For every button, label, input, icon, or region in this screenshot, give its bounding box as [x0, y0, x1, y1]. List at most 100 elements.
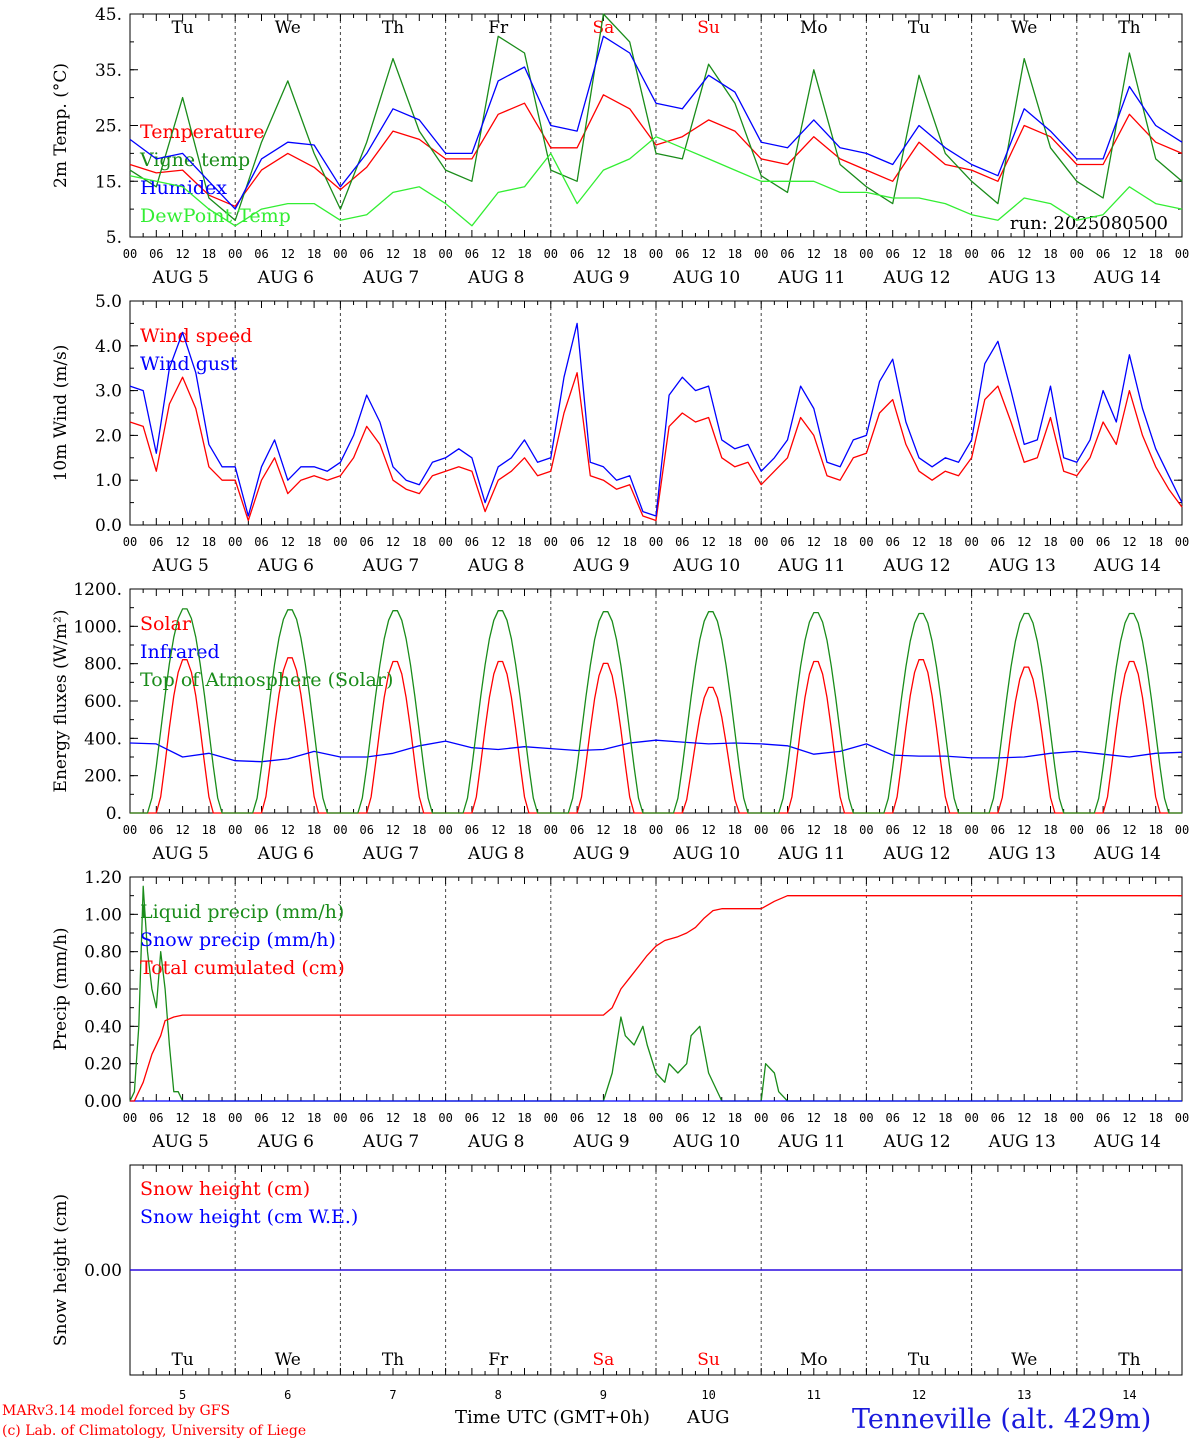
weekday-label: Mo [800, 18, 828, 38]
y-tick-label: 1000. [73, 617, 122, 637]
y-tick-label: 3.0 [95, 382, 122, 402]
hour-tick-label: 00 [859, 1111, 873, 1125]
hour-tick-label: 06 [675, 247, 689, 261]
date-label: AUG 9 [572, 844, 629, 864]
weekday-label: Sa [593, 1350, 615, 1370]
hour-tick-label: 18 [307, 823, 321, 837]
hour-tick-label: 18 [833, 1111, 847, 1125]
hour-tick-label: 00 [1070, 247, 1084, 261]
hour-tick-label: 00 [123, 1111, 137, 1125]
date-label: AUG 5 [151, 1132, 208, 1152]
hour-tick-label: 00 [333, 823, 347, 837]
weekday-label: Tu [908, 18, 930, 38]
hour-tick-label: 00 [1070, 1111, 1084, 1125]
date-label: AUG 14 [1093, 556, 1161, 576]
hour-tick-label: 18 [517, 1111, 531, 1125]
y-tick-label: 2.0 [95, 426, 122, 446]
hour-tick-label: 00 [1175, 535, 1189, 549]
hour-tick-label: 18 [622, 1111, 636, 1125]
hour-tick-label: 06 [780, 247, 794, 261]
hour-tick-label: 06 [254, 1111, 268, 1125]
hour-tick-label: 12 [281, 1111, 295, 1125]
weekday-label: Tu [171, 1350, 193, 1370]
hour-tick-label: 12 [1017, 1111, 1031, 1125]
day-number-label: 7 [389, 1388, 396, 1402]
hour-tick-label: 12 [807, 823, 821, 837]
hour-tick-label: 18 [412, 823, 426, 837]
hour-tick-label: 06 [570, 1111, 584, 1125]
hour-tick-label: 06 [1096, 247, 1110, 261]
hour-tick-label: 06 [991, 535, 1005, 549]
date-label: AUG 11 [777, 1132, 845, 1152]
day-number-label: 6 [284, 1388, 291, 1402]
hour-tick-label: 06 [675, 535, 689, 549]
y-tick-label: 400. [84, 729, 122, 749]
hour-tick-label: 06 [570, 247, 584, 261]
hour-tick-label: 06 [359, 823, 373, 837]
weekday-label: Fr [488, 1350, 509, 1370]
hour-tick-label: 06 [780, 1111, 794, 1125]
date-label: AUG 12 [882, 844, 950, 864]
y-axis-label: Precip (mm/h) [51, 927, 71, 1050]
hour-tick-label: 06 [991, 247, 1005, 261]
date-label: AUG 5 [151, 844, 208, 864]
hour-tick-label: 12 [596, 247, 610, 261]
y-tick-label: 0.40 [84, 1017, 122, 1037]
hour-tick-label: 06 [149, 247, 163, 261]
hour-tick-label: 06 [254, 823, 268, 837]
hour-tick-label: 18 [307, 247, 321, 261]
legend-wind-gust: Wind gust [140, 353, 238, 375]
series-line-total-cumulated-cm [130, 895, 1182, 1102]
legend-temperature: Temperature [140, 121, 264, 143]
weekday-label: Tu [908, 1350, 930, 1370]
lab-credit: (c) Lab. of Climatology, University of L… [2, 1423, 306, 1439]
hour-tick-label: 18 [202, 247, 216, 261]
day-number-label: 5 [179, 1388, 186, 1402]
hour-tick-label: 18 [833, 247, 847, 261]
legend-snow-height-cm: Snow height (cm) [140, 1178, 310, 1200]
panels-group: 45. 35. 25. 15. 5. 2m Temp. (°C) 00 06 12 18 AUG 5… [51, 5, 1189, 1402]
hour-tick-label: 18 [938, 247, 952, 261]
hour-tick-label: 06 [465, 1111, 479, 1125]
y-tick-label: 1.0 [95, 471, 122, 491]
date-label: AUG 10 [672, 844, 740, 864]
hour-tick-label: 06 [149, 1111, 163, 1125]
hour-tick-label: 18 [412, 1111, 426, 1125]
hour-tick-label: 12 [386, 247, 400, 261]
weekday-label: Sa [593, 18, 615, 38]
hour-tick-label: 00 [333, 247, 347, 261]
day-number-label: 9 [600, 1388, 607, 1402]
hour-tick-label: 06 [780, 535, 794, 549]
date-label: AUG 6 [257, 1132, 314, 1152]
hour-tick-label: 06 [991, 1111, 1005, 1125]
hour-tick-label: 12 [912, 1111, 926, 1125]
hour-tick-label: 12 [701, 823, 715, 837]
legend-snow-precip-mm-h: Snow precip (mm/h) [140, 929, 336, 951]
y-tick-label: 0.60 [84, 980, 122, 1000]
hour-tick-label: 06 [1096, 823, 1110, 837]
hour-tick-label: 18 [833, 823, 847, 837]
hour-tick-label: 18 [202, 535, 216, 549]
hour-tick-label: 00 [544, 1111, 558, 1125]
hour-tick-label: 00 [649, 823, 663, 837]
hour-tick-label: 18 [938, 823, 952, 837]
run-label: run: 2025080500 [1010, 213, 1168, 234]
hour-tick-label: 06 [254, 535, 268, 549]
hour-tick-label: 06 [780, 823, 794, 837]
hour-tick-label: 18 [622, 535, 636, 549]
weekday-label: Th [382, 1350, 404, 1370]
date-label: AUG 10 [672, 556, 740, 576]
y-tick-label: 35. [95, 61, 122, 81]
hour-tick-label: 18 [1148, 823, 1162, 837]
hour-tick-label: 00 [859, 823, 873, 837]
hour-tick-label: 12 [386, 823, 400, 837]
hour-tick-label: 00 [1175, 247, 1189, 261]
hour-tick-label: 18 [1148, 535, 1162, 549]
hour-tick-label: 06 [885, 1111, 899, 1125]
hour-tick-label: 06 [1096, 535, 1110, 549]
hour-tick-label: 12 [912, 535, 926, 549]
y-tick-label: 0.0 [95, 516, 122, 536]
hour-tick-label: 12 [701, 1111, 715, 1125]
y-tick-label: 5. [106, 228, 122, 248]
